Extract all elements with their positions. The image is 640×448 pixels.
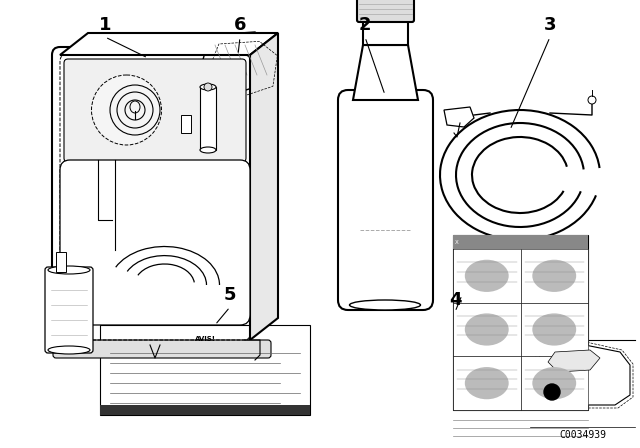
- Ellipse shape: [200, 147, 216, 153]
- Bar: [100, 325, 310, 415]
- Bar: [453, 356, 520, 410]
- Circle shape: [588, 96, 596, 104]
- Bar: [200, 87, 216, 150]
- Bar: [453, 249, 520, 303]
- Text: 5: 5: [224, 286, 236, 304]
- Ellipse shape: [349, 300, 420, 310]
- FancyBboxPatch shape: [53, 340, 271, 358]
- Bar: [453, 235, 588, 410]
- Text: X: X: [455, 240, 459, 245]
- Bar: [453, 235, 588, 249]
- Ellipse shape: [48, 346, 90, 354]
- Ellipse shape: [465, 260, 509, 292]
- Ellipse shape: [532, 260, 576, 292]
- FancyBboxPatch shape: [45, 267, 93, 353]
- FancyBboxPatch shape: [338, 90, 433, 310]
- FancyBboxPatch shape: [64, 59, 246, 162]
- Polygon shape: [548, 350, 600, 372]
- Ellipse shape: [532, 367, 576, 399]
- Bar: [520, 249, 588, 303]
- Polygon shape: [60, 33, 278, 55]
- Circle shape: [204, 83, 212, 91]
- Ellipse shape: [465, 367, 509, 399]
- Bar: [181, 115, 191, 133]
- Ellipse shape: [532, 314, 576, 345]
- Bar: [520, 303, 588, 356]
- Text: C0034939: C0034939: [559, 430, 606, 440]
- Bar: [100, 405, 310, 415]
- Text: 4: 4: [449, 291, 461, 309]
- Circle shape: [544, 384, 560, 400]
- Polygon shape: [444, 107, 474, 127]
- Bar: [520, 356, 588, 410]
- FancyBboxPatch shape: [60, 160, 250, 325]
- Polygon shape: [535, 345, 630, 405]
- Polygon shape: [353, 45, 418, 100]
- Text: 6: 6: [234, 16, 246, 34]
- Text: AVIS!: AVIS!: [195, 336, 216, 342]
- Text: 1: 1: [99, 16, 111, 34]
- Ellipse shape: [200, 84, 216, 90]
- Ellipse shape: [465, 314, 509, 345]
- Ellipse shape: [48, 266, 90, 274]
- Bar: [453, 303, 520, 356]
- Bar: [363, 20, 408, 45]
- Bar: [56, 252, 66, 272]
- FancyBboxPatch shape: [357, 0, 414, 22]
- Text: 3: 3: [544, 16, 556, 34]
- Polygon shape: [250, 33, 278, 340]
- FancyBboxPatch shape: [52, 47, 258, 348]
- Text: 2: 2: [359, 16, 371, 34]
- Polygon shape: [200, 32, 275, 92]
- Ellipse shape: [92, 75, 161, 145]
